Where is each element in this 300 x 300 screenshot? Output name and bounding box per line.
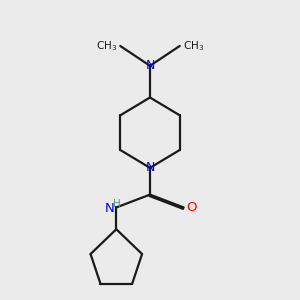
Text: N: N bbox=[145, 161, 155, 174]
Text: CH$_3$: CH$_3$ bbox=[96, 39, 117, 53]
Text: CH$_3$: CH$_3$ bbox=[183, 39, 204, 53]
Text: N: N bbox=[145, 59, 155, 72]
Text: O: O bbox=[186, 201, 197, 214]
Text: N: N bbox=[104, 202, 114, 215]
Text: H: H bbox=[113, 200, 121, 209]
